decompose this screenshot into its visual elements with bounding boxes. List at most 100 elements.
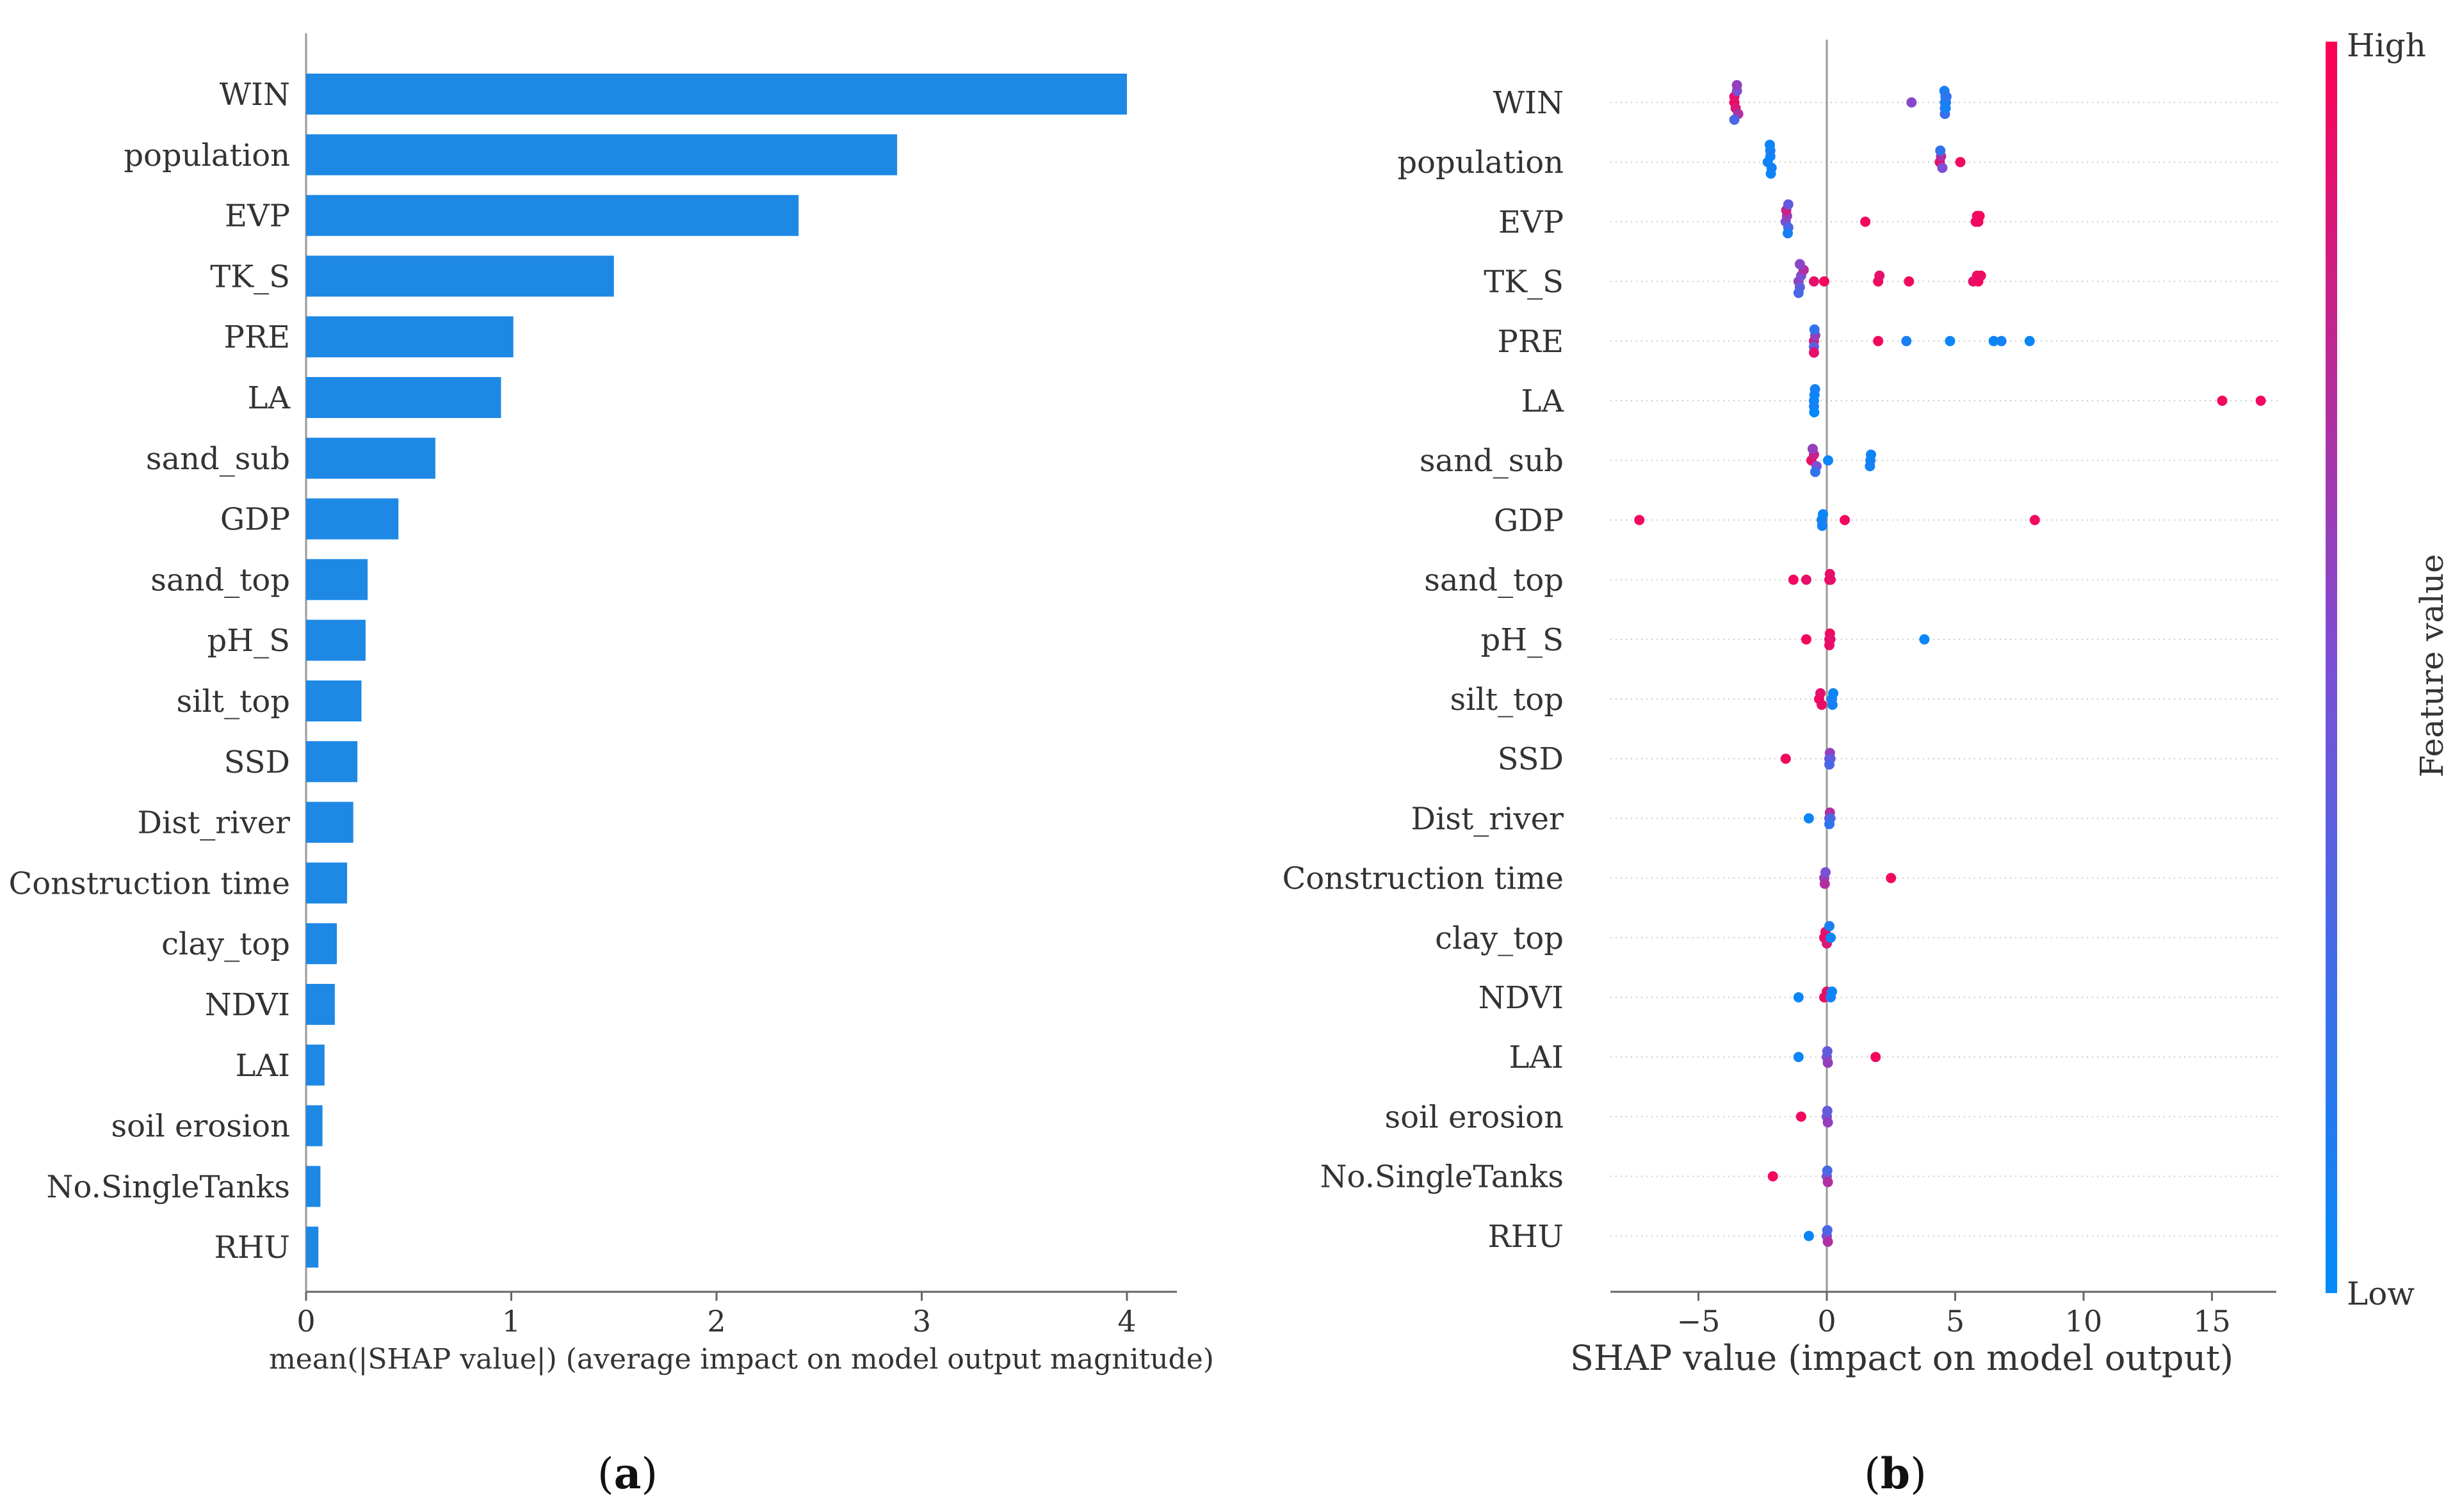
beeswarm-label-clay-top: clay_top [1435, 921, 1564, 956]
beeswarm-point-lai-0 [1793, 1052, 1804, 1063]
bar-label-construction-time: Construction time [9, 865, 290, 901]
beeswarm-chart-panel: WIN population EVP TK_S PRE LA sand_sub GDP sand… [1283, 27, 2450, 1499]
bar-label-no-singletanks: No.SingleTanks [47, 1169, 290, 1205]
beeswarm-point-evp-4 [1783, 228, 1794, 239]
beeswarm-label-sand-top: sand_top [1424, 563, 1564, 599]
bar-label-ndvi: NDVI [205, 987, 290, 1023]
bar-label-tk-s: TK_S [210, 259, 290, 294]
colorbar-low-label: Low [2347, 1275, 2415, 1312]
beeswarm-point-la-4 [1809, 407, 1820, 417]
bar-label-rhu: RHU [215, 1230, 290, 1266]
beeswarm-point-evp-6 [1860, 216, 1871, 227]
bar-ph-s [306, 620, 366, 661]
beeswarm-point-win-6 [1729, 115, 1740, 125]
beeswarm-point-gdp-2 [1817, 509, 1828, 520]
beeswarm-point-ph-s-4 [1824, 639, 1835, 650]
beeswarm-point-la-5 [2217, 396, 2228, 406]
beeswarm-label-win: WIN [1493, 85, 1564, 121]
beeswarm-label-pre: PRE [1498, 324, 1564, 360]
beeswarm-point-lai-3 [1822, 1058, 1833, 1068]
beeswarm-label-la: LA [1521, 383, 1564, 419]
beeswarm-point-sand-sub-5 [1823, 455, 1834, 466]
beeswarm-point-ph-s-5 [1919, 634, 1930, 645]
bar-label-evp: EVP [225, 198, 290, 234]
beeswarm-x-tick-label-0: −5 [1677, 1304, 1721, 1339]
beeswarm-label-no-singletanks: No.SingleTanks [1320, 1159, 1564, 1195]
beeswarm-point-soil-erosion-0 [1795, 1111, 1806, 1122]
beeswarm-point-dist-river-4 [1824, 819, 1835, 830]
beeswarm-point-lai-4 [1870, 1052, 1881, 1063]
beeswarm-point-rhu-3 [1822, 1236, 1833, 1247]
beeswarm-label-evp: EVP [1498, 204, 1564, 240]
bar-ssd [306, 741, 358, 782]
bar-tk-s [306, 255, 614, 297]
beeswarm-point-population-4 [1765, 168, 1776, 179]
bar-label-dist-river: Dist_river [137, 805, 290, 841]
beeswarm-point-ndvi-4 [1827, 986, 1838, 997]
bar-label-population: population [124, 138, 290, 173]
bar-label-win: WIN [220, 77, 290, 113]
beeswarm-point-tk-s-9 [1874, 270, 1885, 281]
beeswarm-point-tk-s-14 [1975, 270, 1986, 281]
beeswarm-point-population-5 [1764, 140, 1775, 150]
bar-label-ph-s: pH_S [207, 623, 290, 659]
beeswarm-point-sand-sub-3 [1807, 444, 1818, 454]
bar-dist-river [306, 801, 353, 843]
bar-label-gdp: GDP [220, 502, 290, 538]
bar-gdp [306, 498, 399, 540]
bar-lai [306, 1044, 325, 1086]
beeswarm-label-dist-river: Dist_river [1411, 801, 1564, 837]
beeswarm-point-soil-erosion-2 [1822, 1106, 1833, 1116]
beeswarm-point-evp-10 [1974, 211, 1985, 221]
beeswarm-point-ssd-0 [1780, 753, 1791, 764]
beeswarm-x-tick-label-3: 10 [2065, 1304, 2103, 1339]
beeswarm-point-population-10 [1955, 157, 1966, 168]
beeswarm-point-ndvi-0 [1793, 992, 1804, 1002]
beeswarm-point-ph-s-0 [1801, 634, 1811, 645]
bar-no-singletanks [306, 1166, 321, 1207]
beeswarm-point-evp-5 [1783, 199, 1794, 210]
bar-label-clay-top: clay_top [161, 926, 290, 962]
beeswarm-label-ph-s: pH_S [1481, 622, 1564, 658]
bar-evp [306, 195, 799, 236]
beeswarm-point-construction-time-1 [1820, 867, 1831, 878]
bar-soil-erosion [306, 1105, 323, 1146]
bar-label-soil-erosion: soil erosion [111, 1109, 290, 1145]
beeswarm-point-silt-top-1 [1815, 688, 1826, 698]
beeswarm-x-tick-label-4: 15 [2193, 1304, 2231, 1339]
bar-label-sand-sub: sand_sub [146, 441, 290, 477]
bar-population [306, 134, 898, 175]
beeswarm-point-sand-sub-4 [1810, 467, 1820, 478]
beeswarm-point-clay-top-4 [1826, 932, 1836, 943]
beeswarm-point-pre-9 [1996, 335, 2007, 346]
beeswarm-point-la-3 [1810, 384, 1820, 394]
bar-ndvi [306, 984, 335, 1025]
beeswarm-label-rhu: RHU [1488, 1219, 1564, 1255]
bar-label-la: LA [247, 380, 291, 416]
beeswarm-point-construction-time-2 [1819, 878, 1830, 889]
beeswarm-point-sand-sub-7 [1865, 449, 1876, 460]
beeswarm-point-gdp-5 [2029, 515, 2040, 526]
beeswarm-point-rhu-0 [1803, 1230, 1814, 1241]
beeswarm-point-pre-3 [1809, 324, 1820, 335]
beeswarm-point-win-7 [1906, 97, 1917, 108]
bar-win [306, 74, 1127, 115]
beeswarm-point-sand-sub-8 [1865, 461, 1875, 472]
bar-construction-time [306, 862, 348, 904]
beeswarm-point-pre-7 [1945, 335, 1956, 346]
beeswarm-point-tk-s-6 [1818, 276, 1829, 287]
beeswarm-point-population-9 [1935, 145, 1946, 156]
bar-x-tick-label-3: 3 [912, 1304, 931, 1339]
beeswarm-point-no-singletanks-2 [1822, 1165, 1833, 1176]
beeswarm-point-gdp-0 [1634, 515, 1645, 526]
beeswarm-label-soil-erosion: soil erosion [1384, 1099, 1564, 1135]
beeswarm-x-tick-label-1: 0 [1817, 1304, 1836, 1339]
bar-label-lai: LAI [236, 1048, 291, 1084]
bar-la [306, 377, 501, 418]
beeswarm-point-pre-4 [1808, 347, 1819, 358]
beeswarm-label-construction-time: Construction time [1283, 861, 1564, 897]
bar-x-tick-label-0: 0 [296, 1304, 315, 1339]
bar-clay-top [306, 923, 337, 965]
beeswarm-point-gdp-4 [1840, 515, 1851, 526]
